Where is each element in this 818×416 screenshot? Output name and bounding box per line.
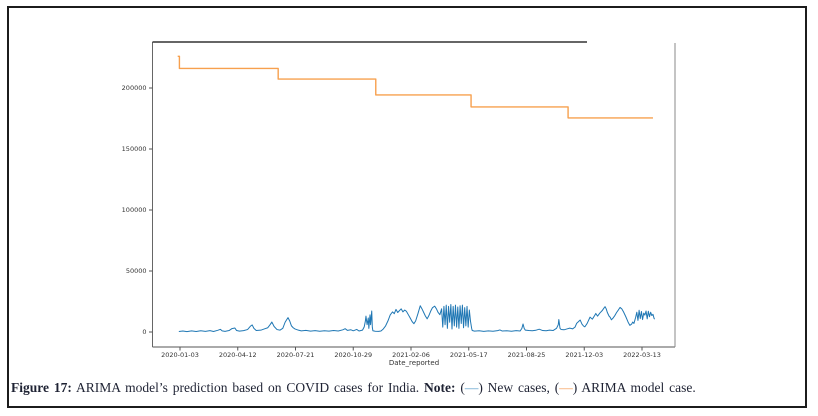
figure-caption: Figure 17: ARIMA model’s prediction base… bbox=[11, 380, 791, 396]
y-tick-label: 200000 bbox=[122, 84, 147, 92]
x-tick-label: 2020-04-12 bbox=[219, 351, 257, 359]
caption-seg3: ) ARIMA model case. bbox=[572, 380, 696, 395]
x-tick-label: 2021-12-03 bbox=[565, 351, 603, 359]
x-tick-label: 2020-07-21 bbox=[277, 351, 315, 359]
legend-dash-arima: — bbox=[559, 380, 573, 395]
series-lines bbox=[177, 55, 656, 333]
x-axis-title: Date_reported bbox=[389, 359, 439, 367]
x-tick-label: 2022-03-13 bbox=[623, 351, 661, 359]
figure-border bbox=[7, 6, 807, 408]
x-tick-label: 2021-05-17 bbox=[450, 351, 488, 359]
x-tick-label: 2021-08-25 bbox=[508, 351, 546, 359]
x-axis: 2020-01-03 2020-04-12 2020-07-21 2020-10-29… bbox=[161, 347, 661, 359]
note-label: Note: bbox=[423, 380, 456, 395]
series-line-new-cases bbox=[178, 304, 656, 333]
caption-seg1: ( bbox=[455, 380, 465, 395]
x-tick-label: 2021-02-06 bbox=[392, 351, 430, 359]
y-tick-label: 0 bbox=[142, 328, 146, 336]
legend-dash-new-cases: — bbox=[464, 380, 479, 395]
x-tick-label: 2020-10-29 bbox=[334, 351, 372, 359]
caption-text: ARIMA model’s prediction based on COVID … bbox=[71, 380, 424, 395]
plot-spines bbox=[152, 41, 676, 348]
x-tick-label: 2020-01-03 bbox=[161, 351, 199, 359]
caption-seg2: ) New cases, ( bbox=[478, 380, 560, 395]
y-tick-label: 50000 bbox=[126, 267, 147, 275]
y-tick-label: 100000 bbox=[122, 206, 147, 214]
y-tick-label: 150000 bbox=[122, 145, 147, 153]
figure-label: Figure 17: bbox=[11, 380, 72, 395]
y-axis: 0 50000 100000 150000 200000 bbox=[122, 84, 153, 336]
series-line-arima-model-case bbox=[177, 55, 653, 119]
